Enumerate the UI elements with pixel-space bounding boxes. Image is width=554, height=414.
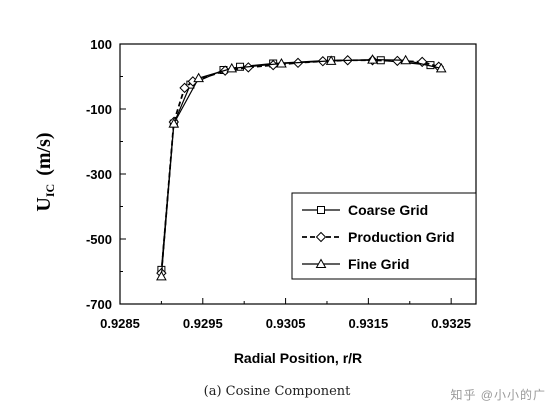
legend-label: Fine Grid: [348, 256, 409, 272]
data-point: [168, 118, 180, 128]
legend-item: Fine Grid: [302, 256, 409, 272]
legend-marker: [315, 258, 327, 268]
legend-label: Coarse Grid: [348, 202, 428, 218]
legend: Coarse Grid Production Grid Fine Grid: [291, 192, 477, 280]
series-fine-grid: [156, 54, 447, 281]
x-tick-label: 0.9285: [100, 316, 140, 331]
y-tick-label: -500: [86, 232, 112, 247]
legend-item: Production Grid: [302, 229, 455, 245]
y-axis-label-main: U: [33, 197, 55, 211]
figure-caption: (a) Cosine Component: [203, 384, 351, 399]
data-point: [179, 82, 190, 94]
y-axis-label-subscript: IC: [43, 184, 57, 197]
data-point: [276, 57, 287, 68]
legend-item: Coarse Grid: [302, 202, 428, 218]
x-tick-label: 0.9305: [266, 316, 306, 331]
x-tick-label: 0.9315: [348, 316, 388, 331]
legend-marker: [317, 206, 325, 214]
y-tick-label: 100: [90, 37, 112, 52]
data-point: [193, 72, 205, 83]
y-axis-label-unit: (m/s): [33, 132, 55, 175]
y-tick-label: -700: [86, 297, 112, 312]
watermark: 知乎 @小小的广: [450, 388, 546, 402]
series-layer: [156, 54, 447, 281]
x-axis-ticks: 0.9285 0.9295 0.9305 0.9315 0.9325: [100, 298, 471, 331]
svg-text:UIC(m/s): UIC (m/s): [33, 132, 57, 211]
data-point: [325, 55, 337, 65]
legend-label: Production Grid: [348, 229, 455, 245]
legend-items: Coarse Grid Production Grid Fine Grid: [302, 202, 455, 272]
data-point: [367, 54, 378, 64]
chart: 100-100-300-500-700 0.9285 0.9295 0.9305 0.…: [33, 37, 477, 366]
legend-marker: [315, 231, 327, 243]
y-axis-label: UIC (m/s): [33, 132, 57, 211]
data-point: [392, 55, 403, 67]
data-point: [435, 62, 447, 73]
data-point: [226, 62, 238, 73]
x-tick-label: 0.9295: [183, 316, 223, 331]
data-point: [156, 270, 167, 281]
y-tick-label: -100: [86, 102, 112, 117]
x-tick-label: 0.9325: [431, 316, 471, 331]
x-axis-label: Radial Position, r/R: [234, 350, 362, 366]
y-tick-label: -300: [86, 167, 112, 182]
y-axis-ticks: 100 -100 -300 -500 -700: [86, 37, 126, 312]
data-point: [400, 54, 411, 65]
